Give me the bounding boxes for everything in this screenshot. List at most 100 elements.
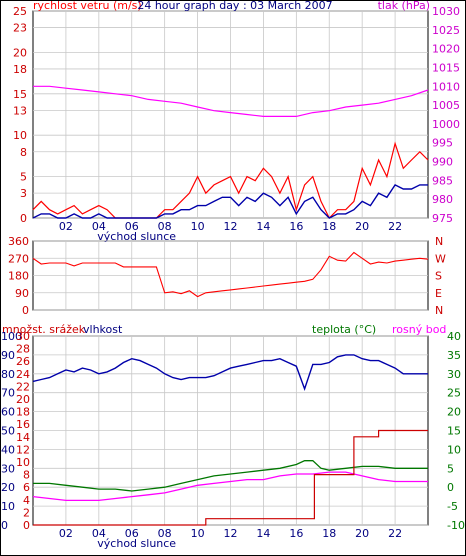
right-tick-label: 1020 (432, 43, 460, 56)
x-tick-label: 14 (256, 527, 270, 540)
x-tick-label: 12 (224, 527, 238, 540)
x-tick-label: 22 (388, 220, 402, 233)
x-tick-label: 04 (92, 527, 106, 540)
x-tick-label: 08 (158, 527, 172, 540)
left-axis-label-wind: rychlost vetru (m/s) (33, 0, 142, 12)
rain-tick-label: 14 (16, 431, 30, 444)
left-tick-label: 3 (20, 187, 27, 200)
x-tick-label: 10 (191, 527, 205, 540)
humidity-tick-label: 80 (1, 368, 15, 381)
right-tick-label: 1015 (432, 61, 460, 74)
x-tick-label: 02 (59, 220, 73, 233)
x-tick-label: 14 (256, 220, 270, 233)
right-tick-label: 980 (432, 193, 453, 206)
rain-line (33, 429, 428, 526)
compass-label: W (435, 252, 446, 265)
compass-label: E (435, 287, 442, 300)
temperature-tick-label: 0 (447, 481, 454, 494)
wind-direction-line (32, 251, 429, 298)
right-tick-label: 995 (432, 137, 453, 150)
right-tick-label: 1025 (432, 24, 460, 37)
rain-tick-label: 0 (23, 519, 30, 532)
compass-label: N (435, 304, 443, 317)
left-tick-label: 5 (20, 171, 27, 184)
rain-tick-label: 30 (16, 330, 30, 343)
chart-title: 24 hour graph day : 03 March 2007 (137, 0, 332, 12)
rain-tick-label: 16 (16, 418, 30, 431)
humidity-tick-label: 50 (1, 425, 15, 438)
left-tick-label: 0 (20, 212, 27, 225)
temperature-tick-label: -10 (447, 519, 465, 532)
temperature-tick-label: 30 (447, 368, 461, 381)
x-tick-label: 22 (388, 527, 402, 540)
sunrise-label: východ slunce (97, 537, 176, 550)
left-tick-label: 20 (13, 46, 27, 59)
rain-tick-label: 2 (23, 506, 30, 519)
temperature-tick-label: 15 (447, 425, 461, 438)
temperature-tick-label: 20 (447, 406, 461, 419)
rain-tick-label: 28 (16, 343, 30, 356)
x-tick-label: 20 (355, 527, 369, 540)
humidity-tick-label: 40 (1, 443, 15, 456)
left-tick-label: 13 (13, 104, 27, 117)
temperature-axis-label: teplota (°C) (312, 323, 376, 336)
humidity-tick-label: 0 (1, 519, 8, 532)
compass-label: N (435, 235, 443, 248)
rain-tick-label: 10 (16, 456, 30, 469)
right-axis-label-pressure: tlak (hPa) (378, 0, 430, 12)
rain-axis-label: množst. srážek (2, 323, 86, 336)
x-tick-label: 10 (191, 220, 205, 233)
x-tick-label: 20 (355, 220, 369, 233)
direction-tick-label: 0 (22, 304, 29, 317)
temperature-tick-label: 10 (447, 443, 461, 456)
humidity-tick-label: 60 (1, 406, 15, 419)
temperature-tick-label: 5 (447, 462, 454, 475)
x-tick-label: 06 (125, 527, 139, 540)
temperature-line (33, 460, 428, 492)
compass-label: S (435, 270, 442, 283)
wind-speed-line (32, 183, 428, 219)
left-tick-label: 8 (20, 146, 27, 159)
rain-tick-label: 12 (16, 443, 30, 456)
right-tick-label: 1000 (432, 118, 460, 131)
sunrise-label: východ slunce (97, 230, 176, 243)
rain-tick-label: 6 (23, 481, 30, 494)
temperature-tick-label: -5 (447, 500, 458, 513)
left-tick-label: 10 (13, 129, 27, 142)
humidity-tick-label: 90 (1, 349, 15, 362)
right-tick-label: 1010 (432, 80, 460, 93)
x-tick-label: 04 (92, 220, 106, 233)
humidity-tick-label: 70 (1, 387, 15, 400)
left-tick-label: 15 (13, 88, 27, 101)
humidity-tick-label: 100 (1, 330, 22, 343)
x-tick-label: 18 (322, 527, 336, 540)
dewpoint-line (32, 471, 428, 502)
x-tick-label: 12 (224, 220, 238, 233)
left-tick-label: 18 (13, 63, 27, 76)
right-tick-label: 1030 (432, 5, 460, 18)
temperature-tick-label: 25 (447, 387, 461, 400)
x-tick-label: 18 (322, 220, 336, 233)
left-tick-label: 23 (13, 22, 27, 35)
x-tick-label: 16 (289, 220, 303, 233)
direction-tick-label: 270 (8, 252, 29, 265)
direction-tick-label: 90 (15, 287, 29, 300)
right-tick-label: 990 (432, 156, 453, 169)
pressure-line (33, 85, 429, 118)
rain-tick-label: 20 (16, 393, 30, 406)
right-tick-label: 975 (432, 212, 453, 225)
rain-tick-label: 18 (16, 406, 30, 419)
humidity-line (32, 354, 428, 392)
rain-tick-label: 4 (23, 494, 30, 507)
humidity-tick-label: 20 (1, 481, 15, 494)
rain-tick-label: 8 (23, 469, 30, 482)
rain-tick-label: 22 (16, 380, 30, 393)
dewpoint-axis-label: rosný bod (392, 323, 446, 336)
gust-line (32, 141, 429, 220)
left-tick-label: 25 (13, 5, 27, 18)
direction-tick-label: 360 (8, 235, 29, 248)
humidity-tick-label: 30 (1, 462, 15, 475)
temperature-tick-label: 35 (447, 349, 461, 362)
